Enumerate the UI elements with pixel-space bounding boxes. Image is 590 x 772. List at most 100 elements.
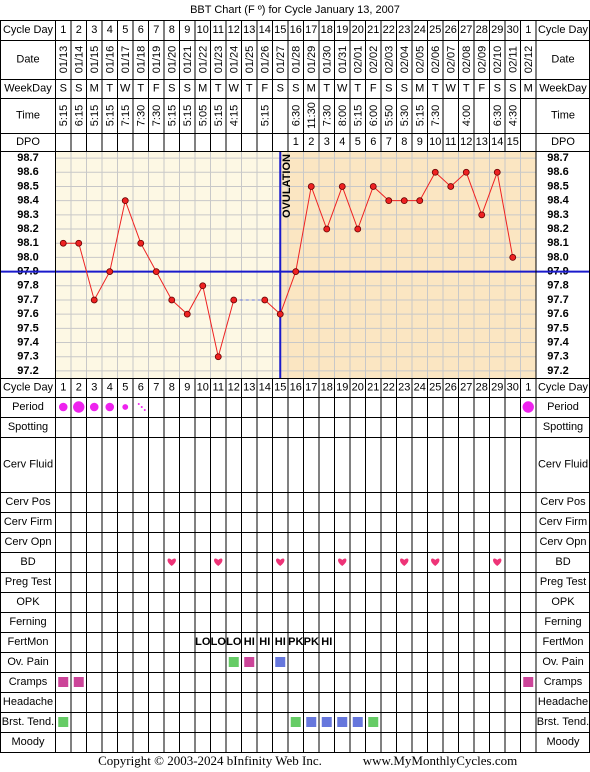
dates-cell: 01/24: [229, 46, 241, 74]
weekdays-cell: F: [261, 82, 268, 94]
y-tick-label: 97.7: [17, 294, 38, 306]
intercourse-heart: [276, 558, 285, 566]
row-label: Moody: [11, 736, 45, 748]
row-label: Preg Test: [5, 576, 51, 588]
y-tick-label: 98.6: [17, 166, 38, 178]
period-mark: [122, 404, 129, 410]
cycle-day-cell: 23: [398, 381, 410, 393]
row-label: Cramps: [9, 676, 48, 688]
times-cell: 6:30: [291, 105, 303, 126]
dates-cell: 01/30: [322, 46, 334, 74]
row-label: Preg Test: [540, 576, 586, 588]
row-label: Spotting: [8, 421, 48, 433]
intercourse-heart: [493, 558, 502, 566]
row-label: Cerv Fluid: [3, 458, 53, 470]
cycle-days-cell: 9: [184, 24, 190, 36]
cycle-day-cell: 24: [414, 381, 426, 393]
dates-cell: 01/16: [105, 46, 117, 74]
y-tick-label: 97.7: [547, 294, 568, 306]
y-tick-label: 98.5: [17, 180, 38, 192]
cycle-days-cell: 19: [336, 24, 348, 36]
row-label: Date: [16, 53, 39, 65]
fertmon-reading: HI: [275, 636, 286, 648]
weekdays-cell: M: [524, 82, 533, 94]
temperature-point: [509, 254, 517, 261]
times-cell: 5:15: [167, 105, 179, 126]
weekdays-cell: M: [415, 82, 424, 94]
cycle-day-cell: 1: [60, 381, 66, 393]
weekdays-cell: F: [153, 82, 160, 94]
cycle-days-cell: 6: [138, 24, 144, 36]
y-tick-label: 98.3: [547, 209, 568, 221]
y-tick-label: 97.8: [547, 280, 568, 292]
y-tick-label: 97.6: [17, 308, 38, 320]
cycle-day-cell: 8: [169, 381, 175, 393]
symptom-mark: [337, 717, 348, 727]
temperature-point: [323, 225, 331, 233]
dates-cell: 02/08: [461, 46, 473, 74]
dates-cell: 01/13: [58, 46, 70, 74]
dpo-cell: 15: [507, 136, 519, 148]
intercourse-heart: [338, 558, 347, 566]
times-cell: 5:15: [58, 105, 70, 126]
times-cell: 6:00: [368, 105, 380, 126]
cycle-days-cell: 18: [321, 24, 333, 36]
y-tick-label: 97.4: [17, 336, 39, 348]
row-label: DPO: [16, 136, 40, 148]
cycle-day-cell: 5: [122, 381, 128, 393]
symptom-mark: [368, 717, 379, 727]
cycle-day-cell: 27: [460, 381, 472, 393]
times-cell: 6:15: [74, 105, 86, 126]
row-label: Cramps: [544, 676, 583, 688]
row-label: FertMon: [8, 636, 49, 648]
fertmon-reading: HI: [244, 636, 255, 648]
cycle-days-cell: 29: [491, 24, 503, 36]
dates-cell: 02/10: [492, 46, 504, 74]
y-tick-label: 98.7: [17, 152, 38, 164]
row-label: Cycle Day: [538, 24, 589, 36]
y-tick-label: 98.0: [547, 251, 568, 263]
dates-cell: 01/15: [89, 46, 101, 74]
weekdays-cell: T: [463, 82, 470, 94]
row-label: Period: [12, 401, 44, 413]
dpo-cell: 12: [460, 136, 472, 148]
cycle-days-cell: 5: [122, 24, 128, 36]
row-label: Brst. Tend.: [537, 716, 589, 728]
dates-cell: 02/09: [477, 46, 489, 74]
symptom-mark: [58, 677, 69, 687]
cycle-days-cell: 16: [290, 24, 302, 36]
times-cell: 5:15: [353, 105, 365, 126]
cycle-days-cell: 10: [197, 24, 209, 36]
row-label: Time: [16, 109, 40, 121]
row-label: DPO: [551, 136, 575, 148]
temperature-point: [431, 168, 439, 176]
weekdays-cell: W: [446, 82, 457, 94]
dates-cell: 01/29: [306, 46, 318, 74]
temperature-point: [261, 296, 269, 304]
cycle-day-cell: 17: [305, 381, 317, 393]
weekdays-cell: W: [229, 82, 240, 94]
row-label: WeekDay: [539, 82, 587, 94]
cycle-days-cell: 21: [367, 24, 379, 36]
period-mark: [522, 401, 534, 413]
times-cell: 5:15: [213, 105, 225, 126]
cycle-days-cell: 3: [91, 24, 97, 36]
symptom-mark: [523, 677, 534, 687]
weekdays-cell: T: [137, 82, 144, 94]
row-label: Cerv Firm: [539, 516, 587, 528]
dpo-cell: 14: [491, 136, 503, 148]
times-cell: 7:30: [322, 105, 334, 126]
dates-cell: 02/12: [523, 46, 535, 74]
cycle-days-cell: 25: [429, 24, 441, 36]
row-label: Cerv Pos: [5, 496, 51, 508]
temperature-point: [338, 183, 346, 190]
follicular-bg: [55, 151, 281, 378]
fertmon-reading: PK: [288, 636, 303, 648]
fertmon-reading: HI: [259, 636, 270, 648]
cycle-day-cell: 16: [290, 381, 302, 393]
period-spotting: [137, 403, 140, 405]
row-label: Date: [551, 53, 574, 65]
temperature-point: [106, 268, 114, 275]
weekdays-cell: S: [75, 82, 82, 94]
times-cell: 5:30: [399, 105, 411, 126]
